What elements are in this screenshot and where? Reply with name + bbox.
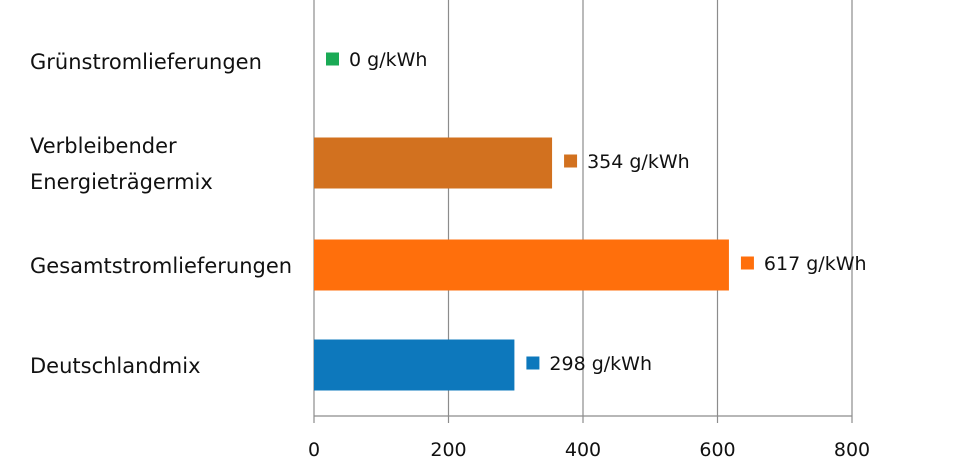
data-labels: 0 g/kWh 354 g/kWh 617 g/kWh 298 g/kWh xyxy=(326,49,867,375)
data-label-1: 354 g/kWh xyxy=(587,151,690,173)
category-label-line: Verbleibender xyxy=(30,134,177,158)
x-tick-label-0: 0 xyxy=(308,439,320,461)
data-label-marker-0 xyxy=(326,52,339,66)
category-label-line: Gesamtstromlieferungen xyxy=(30,254,292,278)
category-label-line: Energieträgermix xyxy=(30,170,213,194)
bars xyxy=(314,137,729,391)
category-label-1: Verbleibender Energieträgermix xyxy=(30,134,213,194)
x-tick-label-800: 800 xyxy=(834,439,870,461)
x-tick-labels: 0 200 400 600 800 xyxy=(308,439,870,461)
category-label-2: Gesamtstromlieferungen xyxy=(30,254,292,278)
category-label-line: Grünstromlieferungen xyxy=(30,50,262,74)
data-label-marker-2 xyxy=(740,256,754,270)
data-label-marker-3 xyxy=(526,356,540,370)
x-tick-label-400: 400 xyxy=(565,439,601,461)
bar-2 xyxy=(314,239,729,291)
x-tick-label-600: 600 xyxy=(699,439,735,461)
data-label-3: 298 g/kWh xyxy=(549,353,652,375)
category-label-0: Grünstromlieferungen xyxy=(30,50,262,74)
x-tick-label-200: 200 xyxy=(430,439,466,461)
bar-3 xyxy=(314,339,515,391)
data-label-marker-1 xyxy=(564,154,578,168)
bar-1 xyxy=(314,137,553,189)
data-label-0: 0 g/kWh xyxy=(349,49,427,71)
category-label-3: Deutschlandmix xyxy=(30,354,201,378)
x-axis xyxy=(313,415,853,423)
category-labels: Grünstromlieferungen Verbleibender Energie… xyxy=(30,50,292,378)
data-label-2: 617 g/kWh xyxy=(764,253,867,275)
category-label-line: Deutschlandmix xyxy=(30,354,201,378)
